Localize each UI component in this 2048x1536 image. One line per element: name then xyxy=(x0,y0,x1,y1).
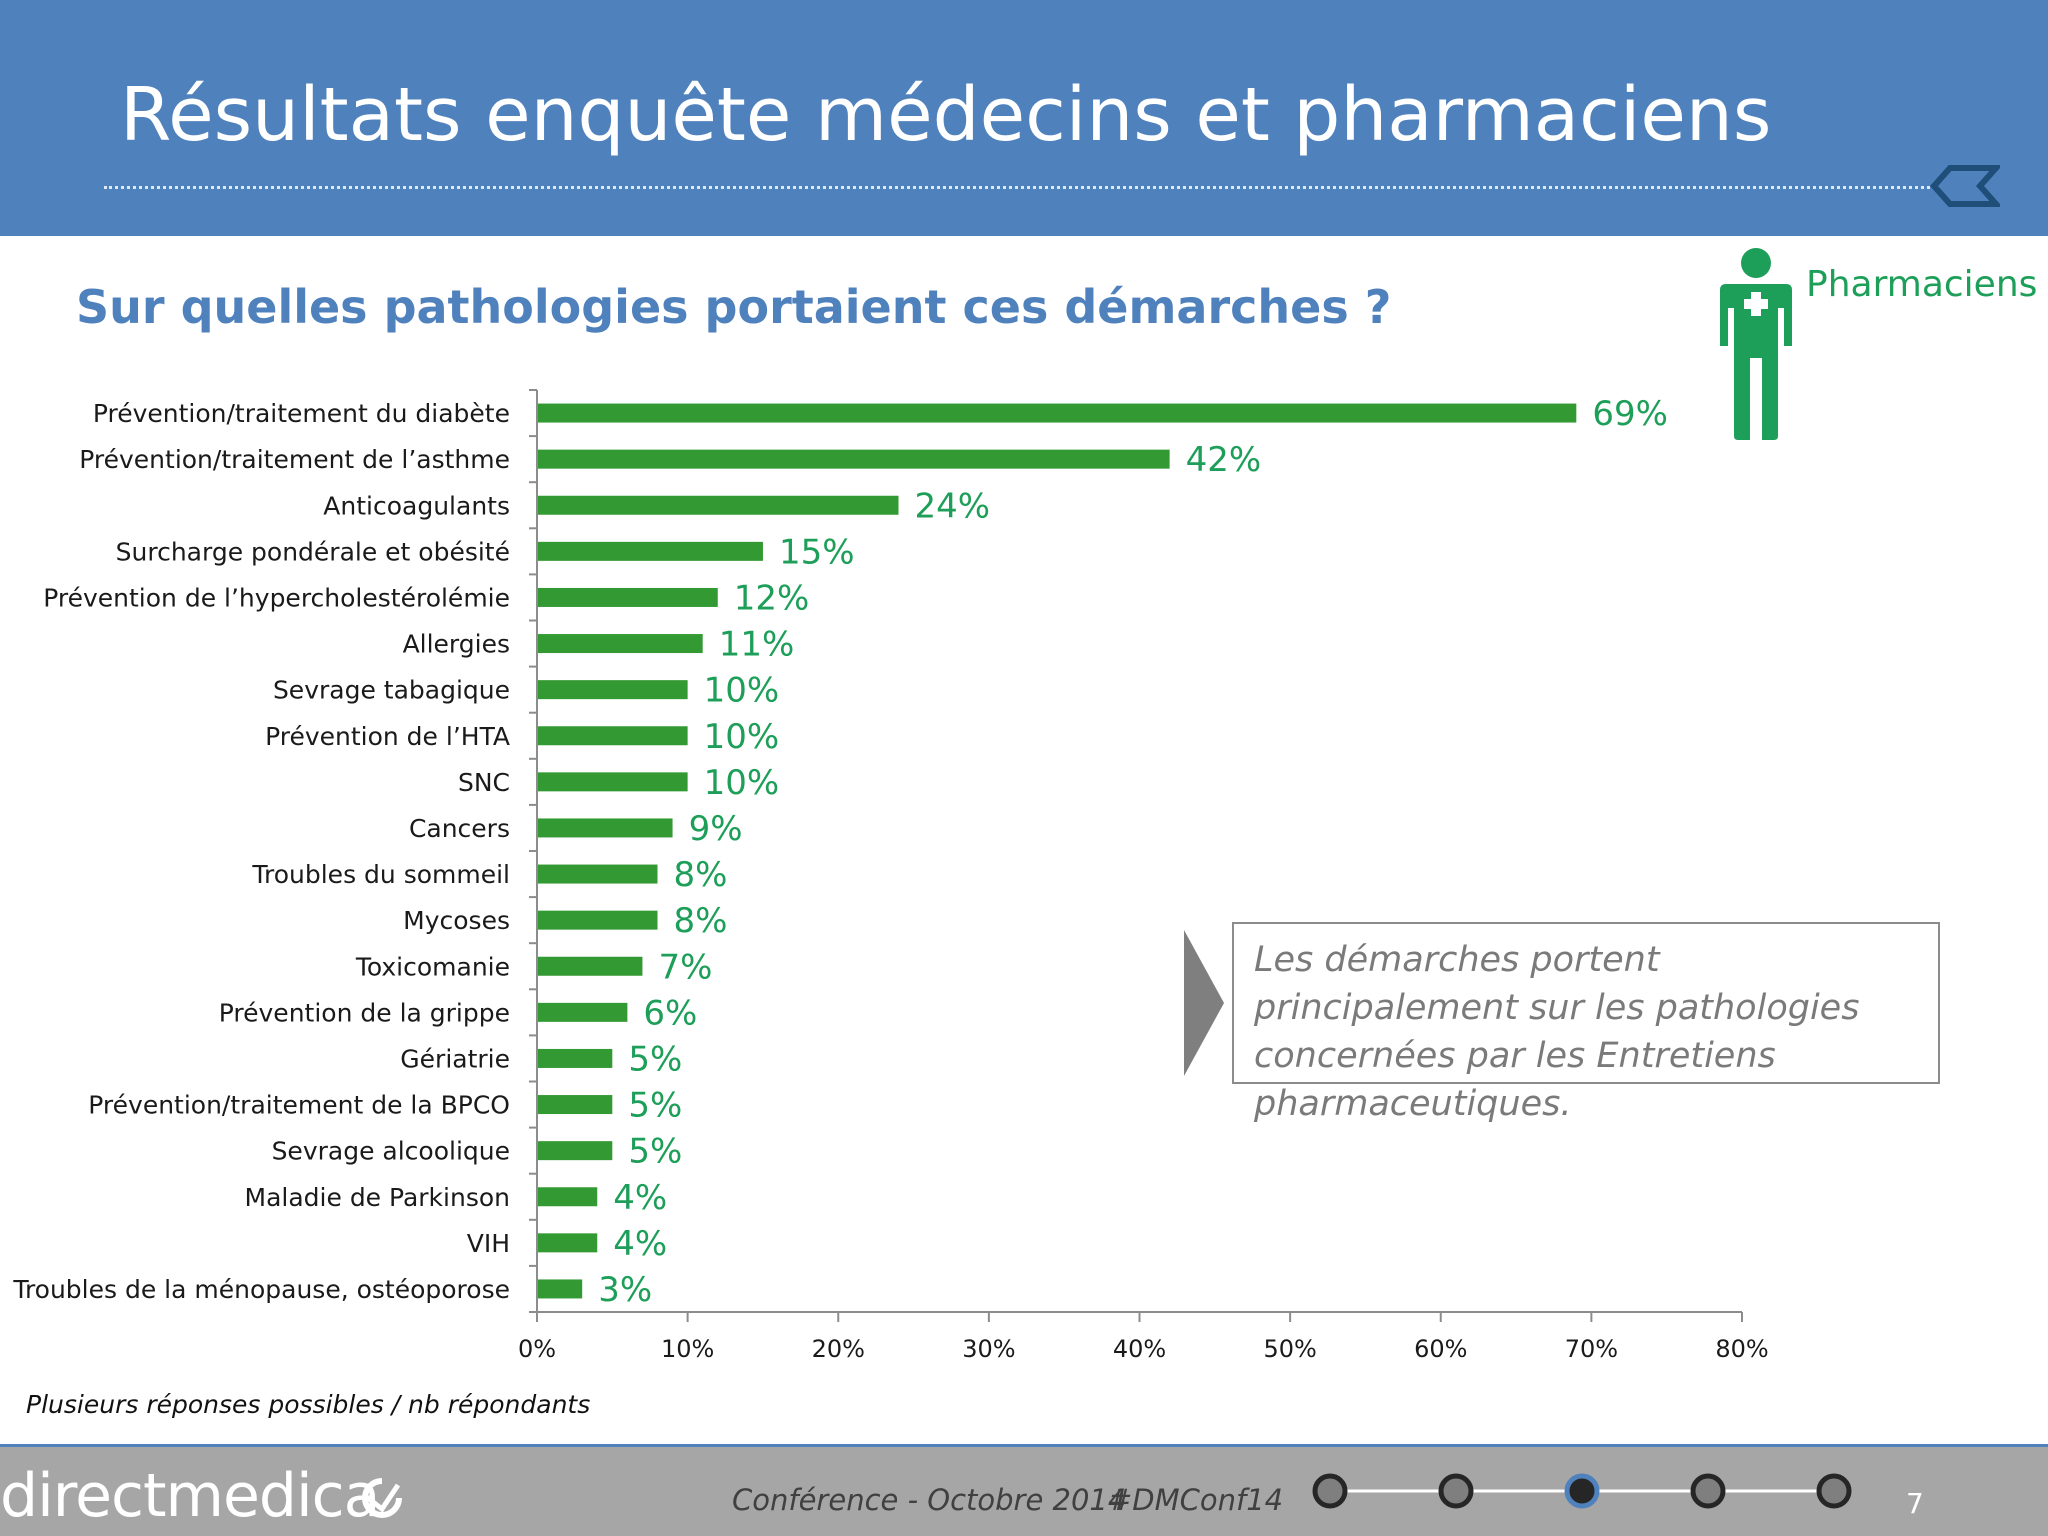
slide-header: Résultats enquête médecins et pharmacien… xyxy=(0,0,2048,236)
page-number: 7 xyxy=(1906,1487,1924,1520)
bar xyxy=(537,1141,613,1161)
bar xyxy=(537,910,658,930)
x-tick-label: 0% xyxy=(518,1335,556,1360)
pharmacist-figure-icon xyxy=(1720,248,1792,440)
x-tick-label: 10% xyxy=(661,1335,714,1360)
data-label: 5% xyxy=(628,1039,682,1079)
category-label: Prévention de l’HTA xyxy=(265,722,510,751)
category-label: Mycoses xyxy=(403,906,510,935)
directmedica-logo-icon xyxy=(362,1478,402,1518)
data-label: 3% xyxy=(598,1270,652,1310)
data-label: 9% xyxy=(689,809,743,849)
data-label: 12% xyxy=(734,578,810,618)
data-label: 10% xyxy=(704,671,780,711)
footer-hashtag: #DMConf14 xyxy=(1108,1483,1284,1517)
progress-dot[interactable] xyxy=(1816,1473,1852,1509)
bar xyxy=(537,403,1577,423)
data-label: 15% xyxy=(779,532,855,572)
company-logo: directmedica xyxy=(0,1461,380,1531)
category-label: Gériatrie xyxy=(400,1044,510,1073)
x-tick-label: 40% xyxy=(1113,1335,1166,1360)
bar-chart: 69% 42% 24% 15% 12% 11% 10% 10% 10% 9% 8% 8% 7% 6% 5% 5… xyxy=(12,389,1769,1360)
slide-progress xyxy=(1312,1473,1852,1509)
data-label: 10% xyxy=(704,717,780,757)
x-tick-label: 60% xyxy=(1414,1335,1467,1360)
bar xyxy=(537,1095,613,1115)
callout-arrow-icon xyxy=(1184,930,1224,1076)
progress-dot[interactable] xyxy=(1312,1473,1348,1509)
category-label: Toxicomanie xyxy=(355,952,510,981)
data-label: 6% xyxy=(643,993,697,1033)
bar xyxy=(537,1048,613,1068)
data-label: 69% xyxy=(1592,394,1668,434)
category-label: Anticoagulants xyxy=(323,491,510,520)
category-label: Maladie de Parkinson xyxy=(245,1183,510,1212)
x-tick-label: 70% xyxy=(1565,1335,1618,1360)
bar xyxy=(537,541,763,561)
category-label: Prévention/traitement du diabète xyxy=(93,399,510,428)
category-label: Troubles de la ménopause, ostéoporose xyxy=(12,1275,510,1304)
bar xyxy=(537,726,688,746)
bar xyxy=(537,1233,598,1253)
category-label: Sevrage alcoolique xyxy=(272,1137,510,1166)
footnote: Plusieurs réponses possibles / nb répond… xyxy=(26,1390,591,1419)
data-label: 8% xyxy=(674,855,728,895)
data-label: 5% xyxy=(628,1132,682,1172)
x-tick-label: 50% xyxy=(1263,1335,1316,1360)
data-label: 7% xyxy=(658,947,712,987)
category-label: Allergies xyxy=(403,630,510,659)
category-label: Prévention/traitement de l’asthme xyxy=(79,445,510,474)
audience-label: Pharmaciens xyxy=(1806,264,2038,305)
x-tick-label: 80% xyxy=(1715,1335,1768,1360)
footer-divider xyxy=(0,1444,2048,1447)
category-label: SNC xyxy=(458,768,510,797)
category-label: Cancers xyxy=(409,814,510,843)
data-label: 10% xyxy=(704,763,780,803)
data-label: 5% xyxy=(628,1086,682,1126)
callout-box: Les démarches portent principalement sur… xyxy=(1232,922,1940,1124)
data-label: 42% xyxy=(1186,440,1262,480)
data-label: 24% xyxy=(915,486,991,526)
category-label: Sevrage tabagique xyxy=(273,676,510,705)
data-label: 4% xyxy=(613,1224,667,1264)
x-tick-label: 20% xyxy=(812,1335,865,1360)
callout-text: Les démarches portent principalement sur… xyxy=(1254,940,1860,1124)
progress-dot[interactable] xyxy=(1438,1473,1474,1509)
bar xyxy=(537,956,643,976)
header-divider xyxy=(104,186,1930,189)
category-label: Surcharge pondérale et obésité xyxy=(116,537,510,566)
category-label: Troubles du sommeil xyxy=(251,860,510,889)
slide-footer: directmedica Conférence - Octobre 2014 #… xyxy=(0,1447,2048,1536)
bar xyxy=(537,1002,628,1022)
bar xyxy=(537,1187,598,1207)
category-label: Prévention de la grippe xyxy=(219,998,510,1027)
bar xyxy=(537,634,703,654)
progress-dot-current[interactable] xyxy=(1564,1473,1600,1509)
data-label: 8% xyxy=(674,901,728,941)
bar xyxy=(537,864,658,884)
slide-title: Résultats enquête médecins et pharmacien… xyxy=(120,72,1772,158)
data-label: 11% xyxy=(719,625,795,665)
bar xyxy=(537,495,899,515)
category-label: Prévention de l’hypercholestérolémie xyxy=(43,583,510,612)
category-label: Prévention/traitement de la BPCO xyxy=(88,1091,510,1120)
x-tick-label: 30% xyxy=(962,1335,1015,1360)
bar xyxy=(537,587,718,607)
bar xyxy=(537,818,673,838)
bar xyxy=(537,1279,583,1299)
bar xyxy=(537,449,1170,469)
chart-question: Sur quelles pathologies portaient ces dé… xyxy=(76,280,1392,334)
progress-dot[interactable] xyxy=(1690,1473,1726,1509)
bar xyxy=(537,680,688,700)
footer-conference: Conférence - Octobre 2014 xyxy=(732,1483,1127,1517)
chevron-left-icon xyxy=(1930,165,2000,207)
data-label: 4% xyxy=(613,1178,667,1218)
bar xyxy=(537,772,688,792)
category-label: VIH xyxy=(467,1229,510,1258)
